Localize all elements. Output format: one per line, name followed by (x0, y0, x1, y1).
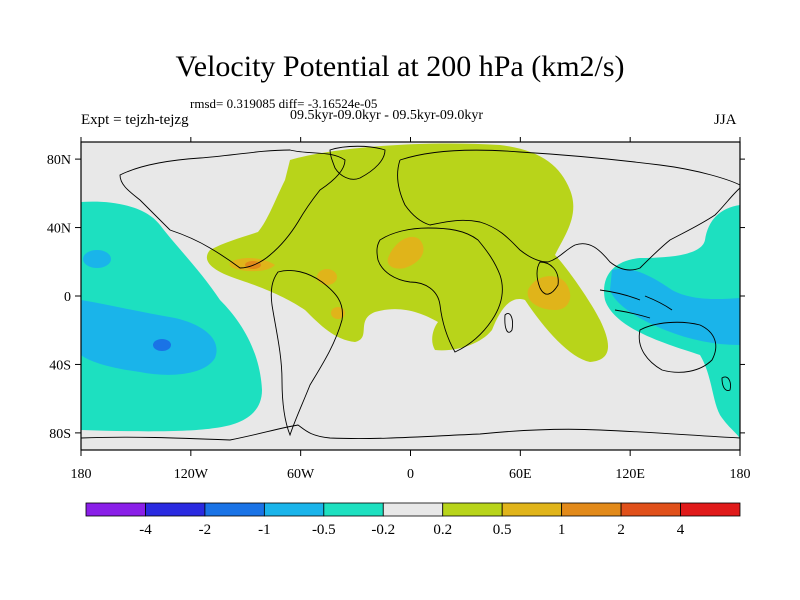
colorbar-label: 0.5 (493, 522, 512, 538)
x-tick-label: 180 (730, 467, 751, 482)
y-tick-label: 40N (47, 222, 71, 237)
y-tick-label: 80N (47, 153, 71, 168)
coastline-greenland (329, 145, 386, 180)
coastline-north-america (119, 149, 346, 269)
contour-pacific-blob (83, 250, 111, 268)
x-tick-label: 0 (407, 467, 414, 482)
coastline-new-zealand (721, 376, 731, 391)
colorbar-label: -4 (139, 522, 152, 538)
experiment-label: Expt = tejzh-tejzg (81, 112, 189, 128)
colorbar-label: -2 (199, 522, 212, 538)
colorbar-swatch (145, 502, 206, 517)
contour-pacific-negative (81, 201, 262, 432)
colorbar-label: 1 (558, 522, 566, 538)
colorbar-swatch (561, 502, 622, 517)
contour-pacific-negative-mid (81, 300, 217, 375)
contour-indianocean-positive (527, 276, 571, 310)
y-tick-label: 80S (49, 427, 71, 442)
x-tick-label: 180 (71, 467, 92, 482)
coastline-madagascar (504, 313, 513, 333)
y-tick-label: 0 (64, 290, 71, 305)
colorbar-label: 4 (677, 522, 685, 538)
coastline-eurasia (397, 149, 740, 271)
colorbar-swatch (620, 502, 681, 517)
contour-westafrica-positive (387, 236, 424, 269)
x-tick-label: 120W (174, 467, 209, 482)
x-axis: 180 120W 60W 0 60E 120E 180 (71, 137, 751, 482)
colorbar-swatch (442, 502, 503, 517)
x-tick-label: 60W (287, 467, 315, 482)
colorbar-swatch (680, 502, 741, 517)
stats-line: rmsd= 0.319085 diff= -3.16524e-05 (190, 96, 378, 111)
coastline-south-america (270, 270, 343, 437)
coastline-australia (638, 321, 717, 373)
contour-fill-layer (81, 143, 740, 441)
coastline-indonesia (599, 289, 673, 319)
colorbar-swatch (323, 502, 384, 517)
contour-brazil-positive (331, 307, 345, 319)
colorbar: -4 -2 -1 -0.5 -0.2 0.2 0.5 1 2 4 (85, 502, 741, 538)
y-axis: 80N 40N 0 40S 80S (47, 153, 745, 442)
x-tick-label: 120E (615, 467, 645, 482)
contour-pacific-core (153, 339, 171, 351)
season-label: JJA (714, 112, 737, 128)
colorbar-swatch (501, 502, 563, 517)
coastline-india (536, 261, 559, 295)
colorbar-label: -1 (258, 522, 271, 538)
colorbar-label: 0.2 (433, 522, 452, 538)
contour-dateline-blob (81, 282, 85, 290)
colorbar-swatch (382, 502, 444, 517)
colorbar-swatch (85, 502, 146, 517)
coastline-antarctica (81, 424, 740, 441)
x-tick-label: 60E (509, 467, 532, 482)
y-tick-label: 40S (49, 358, 71, 373)
colorbar-swatch (263, 502, 325, 517)
map-title: Velocity Potential at 200 hPa (km2/s) (175, 50, 625, 83)
coastline-africa (376, 227, 503, 353)
experiment-periods: 09.5kyr-09.0kyr - 09.5kyr-09.0kyr (290, 108, 484, 123)
colorbar-label: -0.5 (312, 522, 336, 538)
colorbar-swatch (204, 502, 265, 517)
colorbar-label: -0.2 (371, 522, 395, 538)
contour-indopacific-negative-mid (610, 268, 740, 345)
colorbar-label: 2 (617, 522, 625, 538)
coastlines (81, 145, 740, 441)
contour-atlantic-positive (317, 269, 337, 285)
